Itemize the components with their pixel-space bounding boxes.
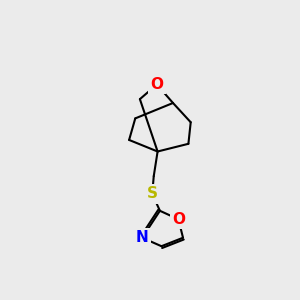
Text: N: N [136, 230, 148, 245]
Text: S: S [147, 186, 158, 201]
Text: O: O [150, 77, 163, 92]
Text: O: O [172, 212, 185, 227]
